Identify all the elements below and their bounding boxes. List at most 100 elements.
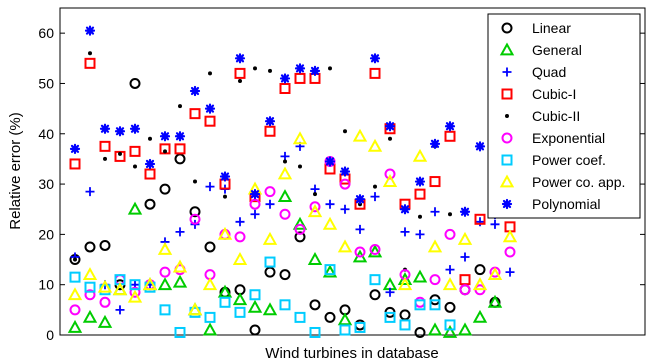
data-point	[343, 129, 347, 134]
data-point	[399, 319, 411, 331]
data-point	[309, 201, 321, 213]
data-point	[264, 116, 276, 127]
data-point	[474, 213, 486, 225]
legend-marker	[502, 67, 512, 77]
data-point	[84, 281, 96, 293]
data-point	[163, 149, 167, 154]
data-point	[84, 57, 96, 69]
legend-entry-label: Cubic-I	[532, 86, 576, 102]
data-point	[324, 311, 336, 323]
data-point	[157, 277, 173, 291]
data-point	[114, 126, 126, 137]
data-point	[354, 321, 366, 333]
data-point	[204, 241, 216, 253]
data-point	[97, 279, 113, 293]
data-point	[157, 241, 173, 255]
data-point	[369, 243, 381, 255]
legend-marker	[501, 88, 513, 100]
data-point	[208, 71, 212, 76]
data-point	[457, 231, 473, 245]
data-point	[223, 194, 227, 199]
data-point	[204, 103, 216, 114]
data-point	[279, 269, 291, 281]
data-point	[324, 264, 336, 276]
data-point	[373, 184, 377, 189]
data-point	[298, 164, 302, 169]
data-point	[474, 141, 486, 152]
data-point	[459, 206, 471, 217]
data-point	[159, 131, 171, 142]
data-point	[427, 239, 443, 253]
data-point	[103, 156, 107, 161]
data-point	[219, 296, 231, 308]
data-point	[234, 306, 246, 318]
series-linear	[69, 77, 501, 338]
data-point	[414, 299, 426, 311]
data-point	[294, 72, 306, 84]
data-point	[384, 121, 396, 132]
data-point	[189, 108, 201, 120]
data-point	[325, 199, 335, 209]
data-point	[339, 166, 351, 177]
data-point	[328, 66, 332, 71]
data-point	[442, 324, 458, 338]
data-point	[459, 274, 471, 286]
data-point	[67, 287, 83, 301]
data-point	[337, 239, 353, 253]
data-point	[249, 289, 261, 301]
data-point	[322, 216, 338, 230]
data-point	[459, 284, 471, 296]
data-point	[115, 305, 125, 315]
data-point	[69, 304, 81, 316]
data-point	[322, 264, 338, 278]
data-point	[444, 319, 456, 331]
legend-marker	[499, 174, 515, 188]
data-point	[234, 231, 246, 243]
data-point	[339, 324, 351, 336]
data-point	[294, 311, 306, 323]
data-point	[112, 282, 128, 296]
data-point	[369, 67, 381, 79]
data-point	[385, 287, 395, 297]
data-point	[427, 322, 443, 336]
data-point	[264, 266, 276, 278]
data-point	[367, 244, 383, 258]
data-point	[412, 148, 428, 162]
data-point	[174, 143, 186, 155]
data-point	[174, 131, 186, 142]
data-point	[202, 322, 218, 336]
data-point	[247, 299, 263, 313]
x-axis-label: Wind turbines in database	[265, 345, 438, 362]
data-point	[430, 207, 440, 217]
series-general	[67, 189, 503, 338]
legend-entry-label: Cubic-II	[532, 108, 580, 124]
data-point	[99, 239, 111, 251]
y-tick-label: 0	[46, 327, 54, 343]
data-point	[279, 82, 291, 94]
data-point	[250, 209, 260, 219]
data-point	[234, 67, 246, 79]
data-point	[313, 192, 317, 197]
data-point	[144, 168, 156, 180]
data-point	[178, 104, 182, 109]
legend-entry-label: General	[532, 42, 582, 58]
legend-marker	[501, 22, 513, 34]
data-point	[142, 277, 158, 291]
data-point	[309, 326, 321, 338]
data-point	[504, 246, 516, 258]
data-point	[67, 319, 83, 333]
data-point	[204, 115, 216, 127]
data-point	[294, 231, 306, 243]
data-point	[448, 212, 452, 217]
data-point	[369, 53, 381, 64]
data-point	[264, 186, 276, 198]
data-point	[69, 158, 81, 170]
data-point	[505, 267, 515, 277]
data-point	[144, 198, 156, 210]
data-point	[249, 198, 261, 210]
data-point	[172, 274, 188, 288]
data-point	[97, 314, 113, 328]
data-point	[502, 229, 518, 243]
series-power-co-app-	[67, 128, 518, 316]
